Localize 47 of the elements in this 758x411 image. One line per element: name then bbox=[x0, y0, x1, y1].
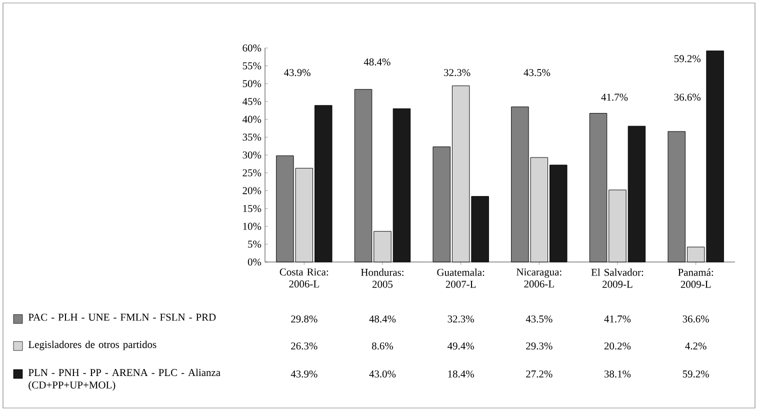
legend-label: PLN - PNH - PP - ARENA - PLC - Alianza (CD+PP+UP+MOL) bbox=[28, 368, 220, 391]
x-tick-label: Panamá: 2009-L bbox=[678, 268, 714, 288]
annotation: 43.5% bbox=[524, 69, 550, 76]
annotation: 32.3% bbox=[444, 69, 470, 76]
data-label: 41.7% bbox=[604, 315, 631, 323]
y-tick-label: 5% bbox=[248, 240, 262, 248]
y-tick-label: 15% bbox=[243, 204, 262, 212]
data-label: 29.8% bbox=[291, 315, 318, 323]
data-label: 59.2% bbox=[682, 370, 709, 378]
data-label: 26.3% bbox=[291, 342, 318, 350]
y-tick-label: 45% bbox=[242, 98, 262, 106]
legend-label: Legisladores de otros partidos bbox=[28, 340, 156, 350]
data-label: 32.3% bbox=[448, 315, 474, 323]
y-tick-label: 35% bbox=[242, 134, 262, 141]
data-label: 48.4% bbox=[369, 315, 396, 323]
data-label: 27.2% bbox=[526, 370, 552, 378]
annotation: 48.4% bbox=[364, 58, 390, 66]
y-tick-label: 40% bbox=[242, 116, 262, 123]
y-tick-label: 55% bbox=[242, 62, 262, 70]
y-tick-label: 50% bbox=[242, 80, 262, 88]
data-label: 43.9% bbox=[290, 370, 318, 378]
annotation: 41.7% bbox=[601, 94, 628, 101]
data-label: 49.4% bbox=[448, 342, 474, 350]
data-label: 43.0% bbox=[369, 370, 396, 378]
data-label: 18.4% bbox=[448, 370, 474, 378]
data-label: 38.1% bbox=[604, 370, 631, 378]
annotation: 36.6% bbox=[674, 94, 701, 101]
data-label: 20.2% bbox=[604, 342, 631, 350]
y-tick-label: 10% bbox=[243, 222, 262, 230]
data-label: 29.3% bbox=[526, 342, 552, 350]
x-tick-label: Costa Rica: 2006-L bbox=[280, 268, 328, 288]
data-label: 43.5% bbox=[526, 315, 552, 323]
y-tick-label: 25% bbox=[242, 169, 262, 176]
legend-label: PAC - PLH - UNE - FMLN - FSLN - PRD bbox=[28, 314, 216, 321]
x-tick-label: Honduras: 2005 bbox=[361, 268, 404, 288]
x-tick-label: Guatemala: 2007-L bbox=[437, 268, 484, 288]
data-label: 4.2% bbox=[685, 342, 706, 350]
y-tick-label: 20% bbox=[242, 187, 262, 194]
y-tick-label: 30% bbox=[242, 151, 262, 159]
data-label: 8.6% bbox=[372, 342, 394, 350]
y-tick-label: 0% bbox=[248, 258, 262, 266]
annotation: 59.2% bbox=[674, 55, 701, 62]
x-tick-label: Nicaragua: 2006-L bbox=[516, 268, 562, 288]
x-tick-label: El Salvador: 2009-L bbox=[591, 268, 644, 288]
y-tick-label: 60% bbox=[242, 44, 262, 52]
data-label: 36.6% bbox=[682, 315, 709, 323]
annotation: 43.9% bbox=[284, 69, 310, 76]
